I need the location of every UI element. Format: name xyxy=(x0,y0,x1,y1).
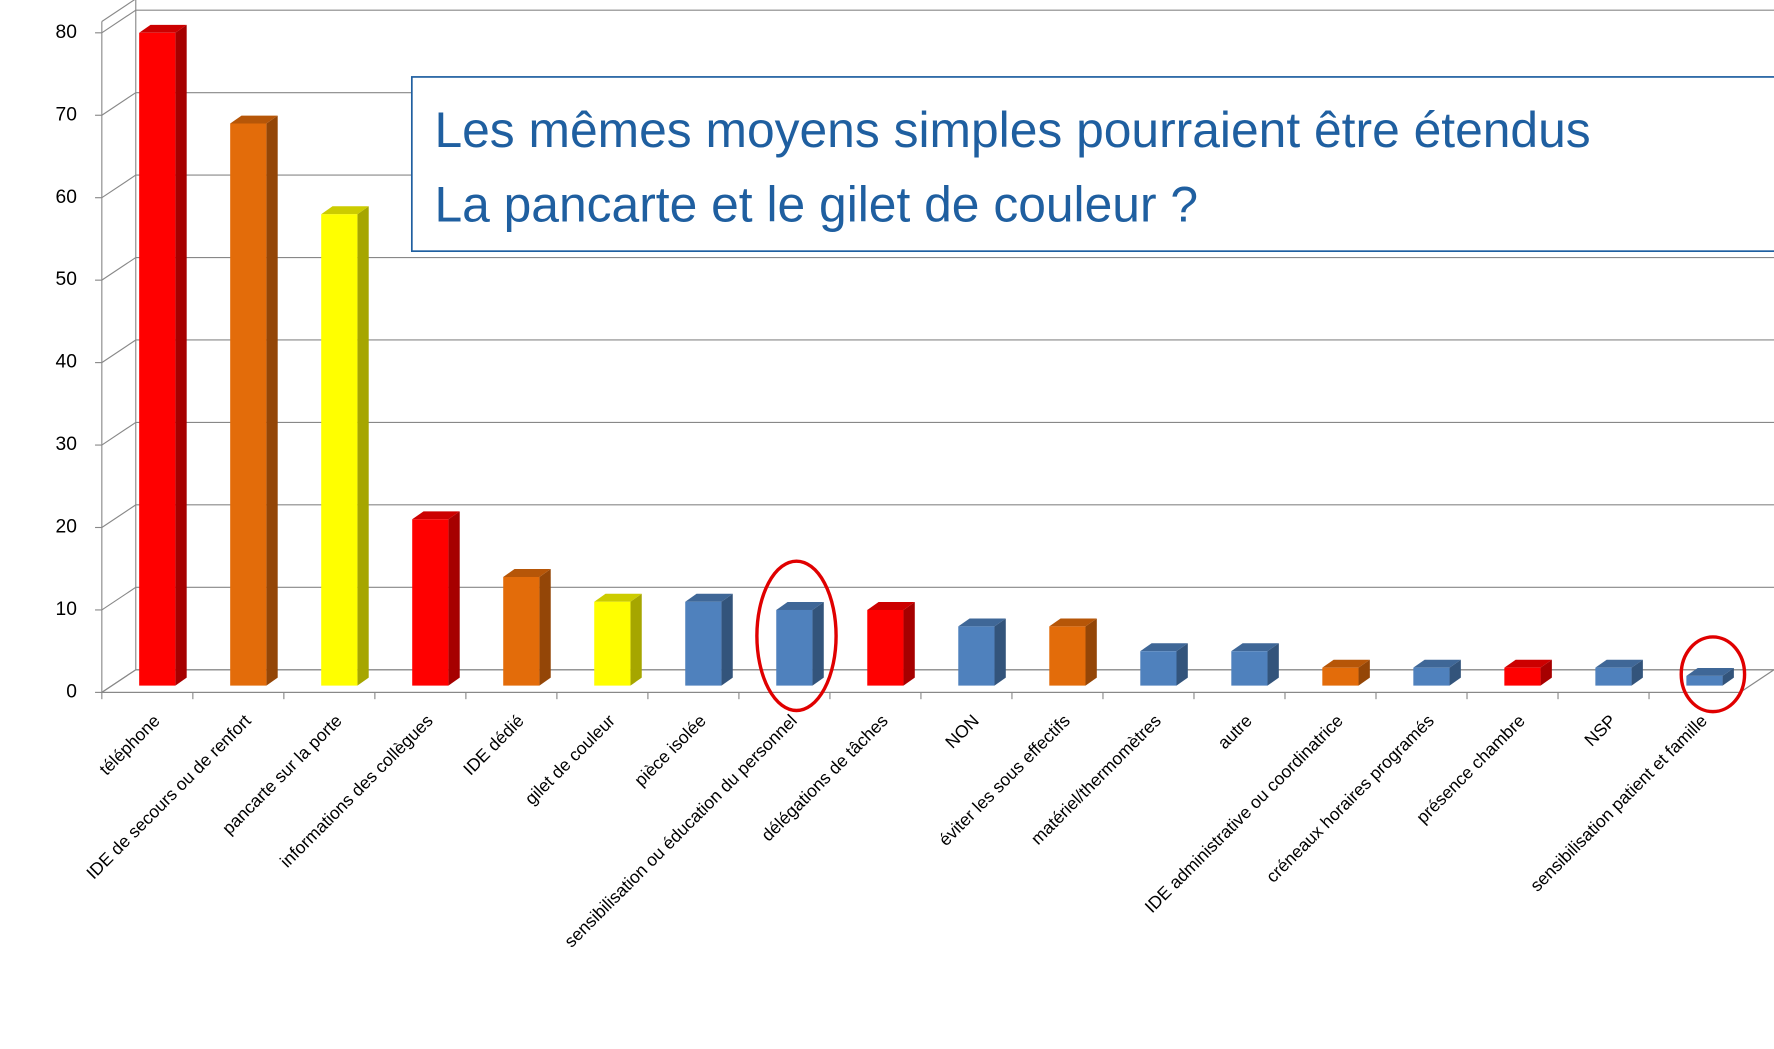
bar-side xyxy=(175,24,187,686)
bar xyxy=(958,626,995,686)
y-tick-label: 40 xyxy=(56,352,77,373)
y-tick-label: 80 xyxy=(56,22,77,43)
y-tick-label: 30 xyxy=(56,434,77,455)
bar xyxy=(594,601,631,686)
bar xyxy=(230,123,267,686)
bar xyxy=(139,32,176,686)
bar-side xyxy=(357,206,369,686)
bar-top xyxy=(1504,659,1552,668)
bar-side xyxy=(539,569,551,686)
x-tick-label: créneaux horaires programés xyxy=(1262,710,1438,886)
grid-line xyxy=(101,9,1774,34)
bar-side xyxy=(1722,667,1734,686)
x-tick-label: IDE de secours ou de renfort xyxy=(82,710,255,883)
y-tick-label: 70 xyxy=(56,104,77,125)
bar xyxy=(1049,626,1086,686)
bar-top xyxy=(321,206,369,215)
annotation-box xyxy=(410,76,1774,253)
grid-line xyxy=(101,256,1774,281)
y-tick-label: 20 xyxy=(56,517,77,538)
bar-top xyxy=(1686,667,1734,676)
bar-side xyxy=(1631,659,1643,686)
x-tick-label: IDE dédié xyxy=(459,710,528,779)
bar xyxy=(1504,667,1541,686)
x-tick-label: pièce isolée xyxy=(630,710,710,790)
grid-line xyxy=(101,421,1774,446)
x-tick-label: autre xyxy=(1214,710,1256,752)
bar xyxy=(867,609,904,686)
bar-top xyxy=(958,618,1006,627)
bar xyxy=(776,609,813,686)
bar-side xyxy=(1449,659,1461,686)
bar-side xyxy=(994,618,1006,686)
highlight-circle xyxy=(755,559,838,713)
bar-top xyxy=(1322,659,1370,668)
bar xyxy=(1413,667,1450,686)
bar-side xyxy=(1267,643,1279,686)
bar-side xyxy=(630,593,642,686)
back-wall-edge xyxy=(101,0,136,22)
bar-top xyxy=(867,602,915,610)
bar xyxy=(1231,651,1268,686)
bar-top xyxy=(139,24,187,33)
bar-top xyxy=(776,602,824,610)
bar-side xyxy=(721,593,733,686)
x-tick-label: sensibilisation patient et famille xyxy=(1526,710,1711,895)
bar-top xyxy=(503,569,551,577)
y-tick-label: 10 xyxy=(56,599,77,620)
bar-top xyxy=(230,115,278,124)
bar-side xyxy=(266,115,278,686)
bar xyxy=(503,576,540,686)
annotation: Les mêmes moyens simples pourraient être… xyxy=(434,102,1590,158)
bar xyxy=(685,601,722,686)
y-tick-label: 60 xyxy=(56,187,77,208)
bar xyxy=(1322,667,1359,686)
x-tick-label: NSP xyxy=(1580,710,1620,750)
bar-side xyxy=(1085,618,1097,686)
x-tick-label: gilet de couleur xyxy=(521,710,619,808)
bar-side xyxy=(1540,659,1552,686)
x-tick-label: téléphone xyxy=(95,710,164,779)
bar xyxy=(412,519,449,686)
bar-top xyxy=(1049,618,1097,627)
bar-side xyxy=(903,602,915,686)
bar-top xyxy=(685,593,733,602)
grid-line xyxy=(101,339,1774,364)
bar-top xyxy=(1413,659,1461,668)
x-tick-label: NON xyxy=(941,710,983,752)
bar-side xyxy=(448,511,460,686)
x-tick-label: IDE administrative ou coordinatrice xyxy=(1141,710,1347,916)
grid-line xyxy=(101,504,1774,528)
bar xyxy=(1686,675,1723,686)
bar-side xyxy=(812,602,824,686)
y-tick-label: 50 xyxy=(56,269,77,290)
bar-top xyxy=(1231,643,1279,652)
bar xyxy=(1595,667,1632,686)
x-tick-label: informations des collègues xyxy=(276,710,437,871)
bar-side xyxy=(1358,659,1370,686)
bar-top xyxy=(1140,643,1188,652)
bar xyxy=(321,214,358,686)
bar-top xyxy=(594,593,642,602)
bar-top xyxy=(412,511,460,520)
bar xyxy=(1140,651,1177,686)
highlight-circle xyxy=(1679,635,1747,714)
y-tick-label: 0 xyxy=(66,681,77,702)
bar-top xyxy=(1595,659,1643,668)
grid-line xyxy=(101,586,1774,611)
annotation: La pancarte et le gilet de couleur ? xyxy=(434,177,1198,233)
bar-side xyxy=(1176,643,1188,686)
